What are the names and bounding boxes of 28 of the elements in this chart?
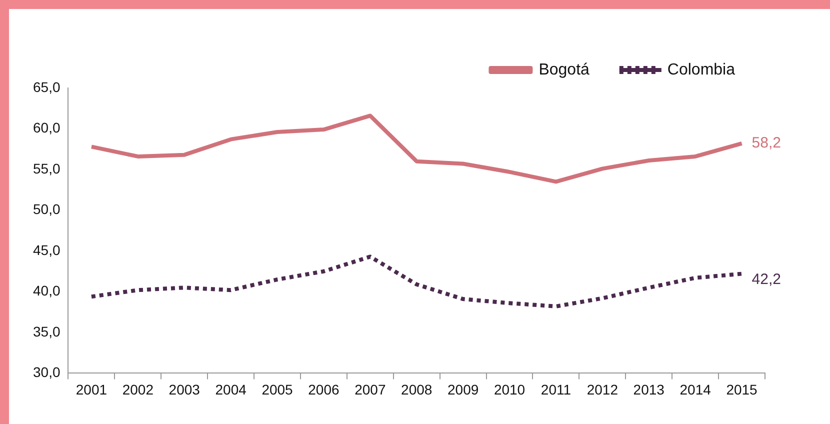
x-tick-label: 2007 [354, 381, 386, 398]
y-tick-label: 40,0 [33, 282, 60, 299]
x-tick-label: 2001 [76, 381, 108, 398]
line-series [89, 254, 744, 308]
y-tick-label: 45,0 [33, 242, 60, 258]
x-tick-label: 2014 [680, 381, 712, 398]
data-label: 42,2 [752, 270, 781, 288]
x-tick-label: 2013 [633, 381, 665, 398]
legend-label: Bogotá [538, 61, 590, 78]
x-tick-label: 2008 [401, 381, 432, 398]
x-tick-label: 2004 [215, 381, 247, 398]
y-tick-label: 60,0 [33, 120, 60, 136]
x-tick-label: 2012 [586, 381, 618, 398]
y-tick-label: 65,0 [33, 78, 60, 95]
x-tick-label: 2011 [540, 381, 572, 398]
x-tick-label: 2005 [262, 381, 294, 398]
x-tick-label: 2003 [168, 381, 200, 398]
y-tick-label: 50,0 [33, 201, 60, 218]
x-tick-label: 2015 [726, 381, 758, 398]
legend-label: Colombia [667, 61, 736, 78]
x-tick-label: 2009 [447, 381, 479, 398]
data-label: 58,2 [752, 134, 781, 152]
y-tick-label: 35,0 [33, 323, 60, 340]
y-tick-label: 55,0 [33, 160, 60, 176]
x-tick-label: 2006 [308, 381, 340, 398]
y-tick-label: 30,0 [33, 364, 60, 380]
x-tick-label: 2010 [494, 381, 526, 398]
x-tick-label: 2002 [122, 381, 154, 398]
